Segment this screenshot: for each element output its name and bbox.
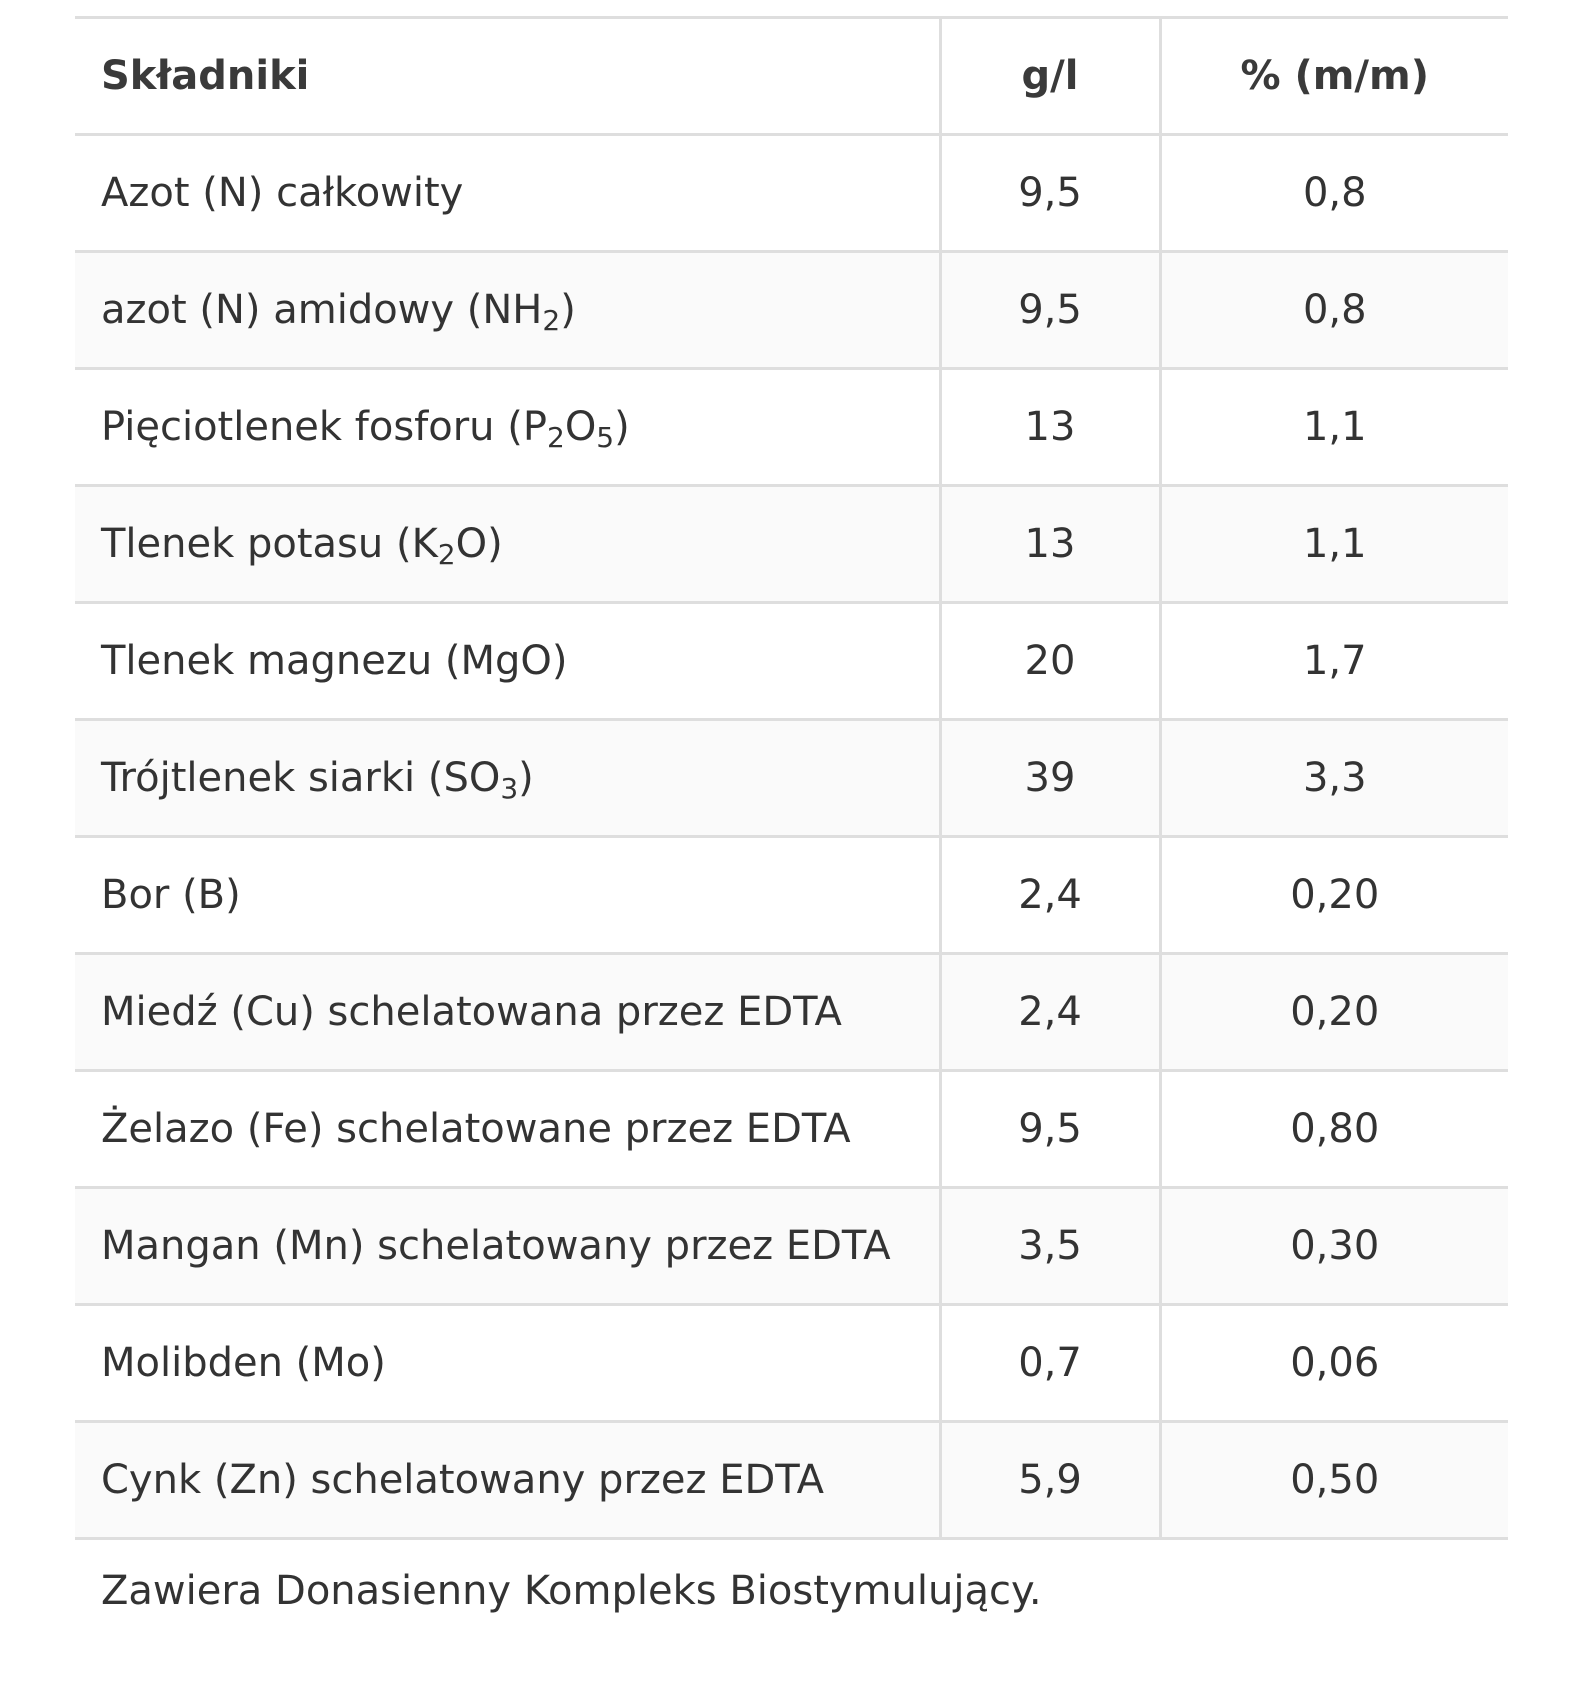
footer-note: Zawiera Donasienny Kompleks Biostymulują… [101, 1568, 1042, 1614]
table-row: Tlenek magnezu (MgO) 20 1,7 [75, 601, 1508, 721]
ingredient-name-text: Tlenek magnezu (MgO) [101, 638, 568, 684]
value-percent-mass: 0,8 [1158, 250, 1508, 370]
table-row: Mangan (Mn) schelatowany przez EDTA 3,5 0,… [75, 1186, 1508, 1306]
header-grams-per-liter: g/l [938, 16, 1160, 136]
composition-table: Składniki g/l % (m/m) Azot (N) całkowity… [75, 16, 1508, 1540]
value-grams-per-liter: 2,4 [938, 952, 1160, 1072]
ingredient-name-text: ) [614, 404, 630, 450]
ingredient-name-text: Żelazo (Fe) schelatowane przez EDTA [101, 1106, 851, 1152]
value-percent-mass: 0,06 [1158, 1303, 1508, 1423]
ingredient-name-text: Cynk (Zn) schelatowany przez EDTA [101, 1457, 824, 1503]
ingredient-name-text: Trójtlenek siarki (SO [101, 755, 501, 801]
ingredient-name-text: ) [560, 287, 576, 333]
value-percent-mass: 3,3 [1158, 718, 1508, 838]
ingredient-name: Trójtlenek siarki (SO3) [75, 718, 940, 838]
table-body: Azot (N) całkowity 9,5 0,8 azot (N) amidowy… [75, 133, 1508, 1540]
value-percent-mass: 0,80 [1158, 1069, 1508, 1189]
value-percent-mass: 1,1 [1158, 367, 1508, 487]
value-percent-mass: 1,7 [1158, 601, 1508, 721]
table-row: Miedź (Cu) schelatowana przez EDTA 2,4 0,2… [75, 952, 1508, 1072]
ingredient-name-text: ) [518, 755, 534, 801]
value-grams-per-liter: 39 [938, 718, 1160, 838]
header-ingredients: Składniki [75, 16, 940, 136]
ingredient-name-text: Azot (N) całkowity [101, 170, 464, 216]
value-grams-per-liter: 13 [938, 484, 1160, 604]
value-percent-mass: 1,1 [1158, 484, 1508, 604]
ingredient-name: Cynk (Zn) schelatowany przez EDTA [75, 1420, 940, 1540]
table-header-row: Składniki g/l % (m/m) [75, 16, 1508, 136]
table-row: Pięciotlenek fosforu (P2O5) 13 1,1 [75, 367, 1508, 487]
ingredient-name: Tlenek magnezu (MgO) [75, 601, 940, 721]
value-grams-per-liter: 20 [938, 601, 1160, 721]
value-grams-per-liter: 9,5 [938, 133, 1160, 253]
ingredient-name-text: Mangan (Mn) schelatowany przez EDTA [101, 1223, 891, 1269]
ingredient-name: azot (N) amidowy (NH2) [75, 250, 940, 370]
ingredient-name: Żelazo (Fe) schelatowane przez EDTA [75, 1069, 940, 1189]
table-row: Tlenek potasu (K2O) 13 1,1 [75, 484, 1508, 604]
table-row: Molibden (Mo) 0,7 0,06 [75, 1303, 1508, 1423]
value-grams-per-liter: 2,4 [938, 835, 1160, 955]
ingredient-name-text: O) [455, 521, 503, 567]
ingredient-name-text: azot (N) amidowy (NH [101, 287, 543, 333]
value-grams-per-liter: 13 [938, 367, 1160, 487]
table-row: Azot (N) całkowity 9,5 0,8 [75, 133, 1508, 253]
ingredient-name: Tlenek potasu (K2O) [75, 484, 940, 604]
ingredient-name-subscript: 2 [542, 304, 561, 337]
ingredient-name-subscript: 2 [437, 538, 456, 571]
composition-table-wrapper: Składniki g/l % (m/m) Azot (N) całkowity… [75, 16, 1508, 1540]
value-percent-mass: 0,30 [1158, 1186, 1508, 1306]
value-grams-per-liter: 5,9 [938, 1420, 1160, 1540]
ingredient-name-text: Pięciotlenek fosforu (P [101, 404, 547, 450]
header-percent-mass: % (m/m) [1158, 16, 1508, 136]
value-percent-mass: 0,50 [1158, 1420, 1508, 1540]
ingredient-name: Pięciotlenek fosforu (P2O5) [75, 367, 940, 487]
ingredient-name: Mangan (Mn) schelatowany przez EDTA [75, 1186, 940, 1306]
value-grams-per-liter: 9,5 [938, 250, 1160, 370]
ingredient-name: Molibden (Mo) [75, 1303, 940, 1423]
ingredient-name: Bor (B) [75, 835, 940, 955]
ingredient-name-text: O [564, 404, 597, 450]
value-grams-per-liter: 0,7 [938, 1303, 1160, 1423]
table-row: Żelazo (Fe) schelatowane przez EDTA 9,5 0,… [75, 1069, 1508, 1189]
ingredient-name: Azot (N) całkowity [75, 133, 940, 253]
ingredient-name-text: Miedź (Cu) schelatowana przez EDTA [101, 989, 842, 1035]
ingredient-name-text: Molibden (Mo) [101, 1340, 386, 1386]
value-percent-mass: 0,8 [1158, 133, 1508, 253]
value-percent-mass: 0,20 [1158, 952, 1508, 1072]
ingredient-name-subscript: 5 [596, 421, 615, 454]
ingredient-name-subscript: 2 [546, 421, 565, 454]
ingredient-name-subscript: 3 [500, 772, 519, 805]
ingredient-name-text: Bor (B) [101, 872, 241, 918]
value-grams-per-liter: 3,5 [938, 1186, 1160, 1306]
value-percent-mass: 0,20 [1158, 835, 1508, 955]
value-grams-per-liter: 9,5 [938, 1069, 1160, 1189]
ingredient-name: Miedź (Cu) schelatowana przez EDTA [75, 952, 940, 1072]
ingredient-name-text: Tlenek potasu (K [101, 521, 438, 567]
table-row: Trójtlenek siarki (SO3) 39 3,3 [75, 718, 1508, 838]
table-row: azot (N) amidowy (NH2) 9,5 0,8 [75, 250, 1508, 370]
table-row: Cynk (Zn) schelatowany przez EDTA 5,9 0,50 [75, 1420, 1508, 1540]
table-row: Bor (B) 2,4 0,20 [75, 835, 1508, 955]
